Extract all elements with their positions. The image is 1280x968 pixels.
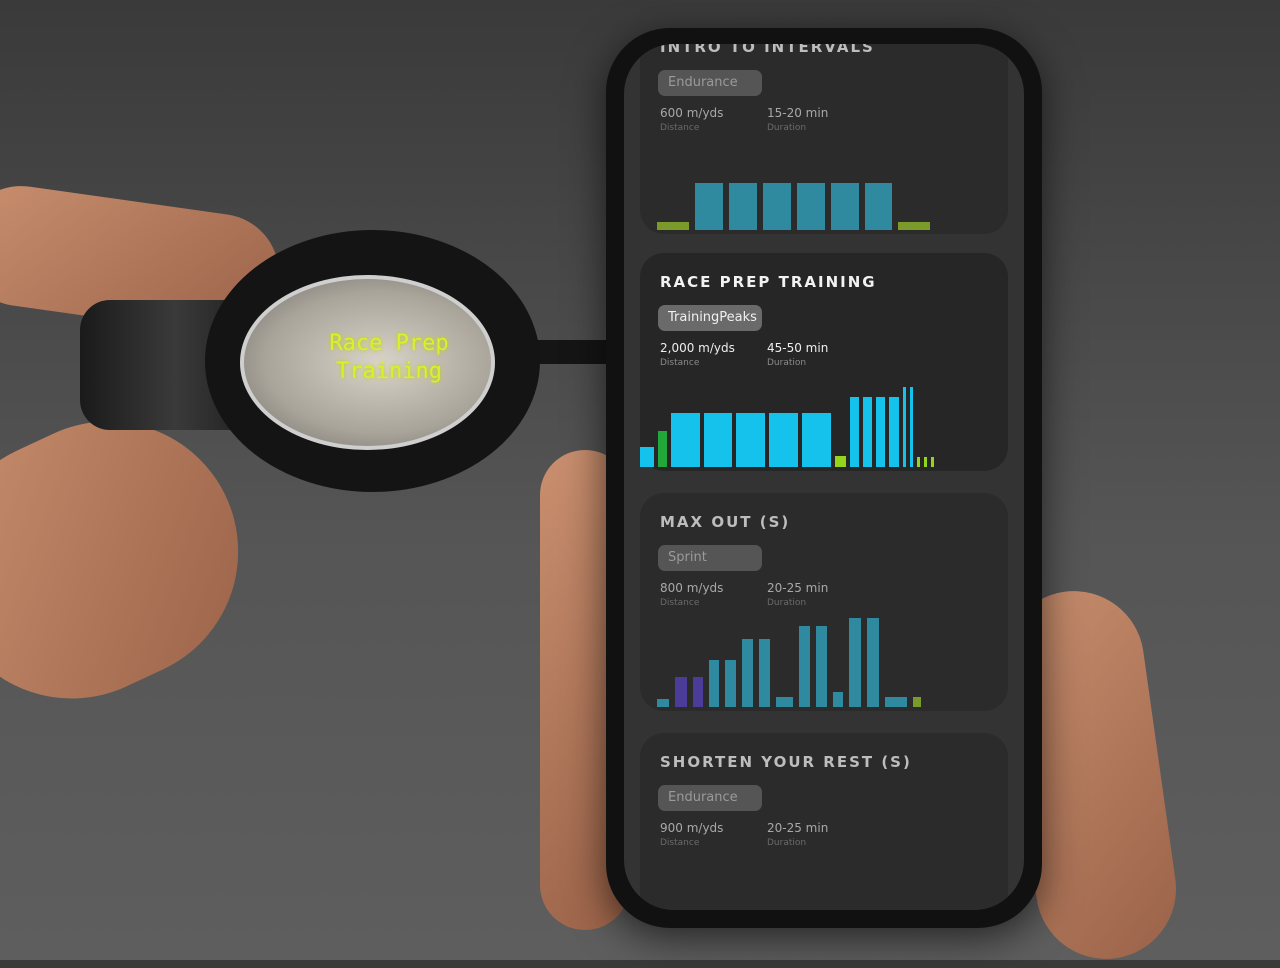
- interval-bar-endurance: [816, 626, 827, 707]
- workout-intensity-chart: [640, 849, 1008, 910]
- goggle-lens: Race Prep Training: [240, 275, 495, 450]
- distance-label: Distance: [660, 123, 700, 133]
- interval-bar-endurance: [885, 697, 907, 707]
- interval-bar-warmup: [898, 222, 930, 230]
- duration-label: Duration: [767, 123, 807, 133]
- duration-label: Duration: [767, 358, 807, 368]
- interval-bar-endurance: [833, 691, 843, 707]
- duration-label: Duration: [767, 838, 807, 848]
- interval-bar-threshold: [802, 413, 831, 467]
- distance-value: 800 m/yds: [660, 581, 724, 595]
- interval-bar-threshold: [769, 413, 798, 467]
- interval-bar-endurance: [657, 699, 669, 707]
- interval-bar-recovery: [835, 455, 846, 467]
- interval-bar-threshold: [876, 396, 885, 467]
- interval-bar-threshold: [704, 413, 732, 467]
- interval-bar-endurance: [865, 183, 892, 230]
- interval-bar-warmup: [913, 697, 921, 707]
- workout-intensity-chart: [640, 607, 1008, 707]
- workout-intensity-chart: [640, 130, 1008, 230]
- interval-bar-endurance: [797, 183, 825, 230]
- interval-bar-endurance: [831, 183, 859, 230]
- distance-label: Distance: [660, 598, 700, 608]
- duration-value: 15-20 min: [767, 106, 829, 120]
- interval-bar-endurance: [695, 183, 723, 230]
- interval-bar-easy: [658, 431, 667, 467]
- distance-value: 600 m/yds: [660, 106, 724, 120]
- interval-bar-sprint: [675, 676, 687, 707]
- duration-label: Duration: [767, 598, 807, 608]
- interval-bar-threshold: [850, 396, 859, 467]
- interval-bar-endurance: [729, 183, 757, 230]
- phone: INTRO TO INTERVALS Endurance 600 m/yds D…: [606, 28, 1042, 928]
- interval-bar-endurance: [867, 618, 879, 707]
- workout-tag: Sprint: [658, 545, 762, 571]
- interval-bar-recovery: [917, 457, 920, 467]
- interval-bar-threshold: [640, 447, 654, 467]
- workout-card[interactable]: SHORTEN YOUR REST (S) Endurance 900 m/yd…: [640, 733, 1008, 910]
- interval-bar-threshold: [910, 387, 913, 467]
- workout-tag: TrainingPeaks: [658, 305, 762, 331]
- interval-bar-endurance: [725, 659, 736, 707]
- duration-value: 20-25 min: [767, 821, 829, 835]
- interval-bar-endurance: [759, 639, 770, 707]
- workout-card[interactable]: RACE PREP TRAINING TrainingPeaks 2,000 m…: [640, 253, 1008, 471]
- workout-title: INTRO TO INTERVALS: [660, 44, 875, 56]
- interval-bar-endurance: [742, 639, 753, 707]
- interval-bar-endurance: [763, 183, 791, 230]
- interval-bar-threshold: [903, 387, 906, 467]
- goggle-display-line2: Training: [336, 359, 442, 384]
- distance-label: Distance: [660, 838, 700, 848]
- interval-bar-warmup: [657, 222, 689, 230]
- duration-value: 45-50 min: [767, 341, 829, 355]
- duration-value: 20-25 min: [767, 581, 829, 595]
- interval-bar-recovery: [924, 457, 927, 467]
- interval-bar-recovery: [931, 457, 934, 467]
- workout-card[interactable]: INTRO TO INTERVALS Endurance 600 m/yds D…: [640, 44, 1008, 234]
- workout-title: RACE PREP TRAINING: [660, 273, 877, 291]
- distance-label: Distance: [660, 358, 700, 368]
- interval-bar-threshold: [863, 396, 872, 467]
- workout-tag: Endurance: [658, 785, 762, 811]
- distance-value: 900 m/yds: [660, 821, 724, 835]
- interval-bar-endurance: [849, 618, 861, 707]
- interval-bar-threshold: [736, 413, 765, 467]
- distance-value: 2,000 m/yds: [660, 341, 735, 355]
- interval-bar-endurance: [709, 659, 719, 707]
- workout-intensity-chart: [640, 367, 1008, 467]
- goggle-display-line1: Race Prep: [329, 331, 449, 356]
- interval-bar-sprint: [693, 676, 703, 707]
- workout-tag: Endurance: [658, 70, 762, 96]
- workout-card[interactable]: MAX OUT (S) Sprint 800 m/yds Distance 20…: [640, 493, 1008, 711]
- phone-screen[interactable]: INTRO TO INTERVALS Endurance 600 m/yds D…: [624, 44, 1024, 910]
- interval-bar-endurance: [776, 697, 793, 707]
- workout-title: SHORTEN YOUR REST (S): [660, 753, 912, 771]
- workout-title: MAX OUT (S): [660, 513, 791, 531]
- interval-bar-endurance: [799, 626, 810, 707]
- interval-bar-threshold: [889, 396, 899, 467]
- interval-bar-threshold: [671, 413, 700, 467]
